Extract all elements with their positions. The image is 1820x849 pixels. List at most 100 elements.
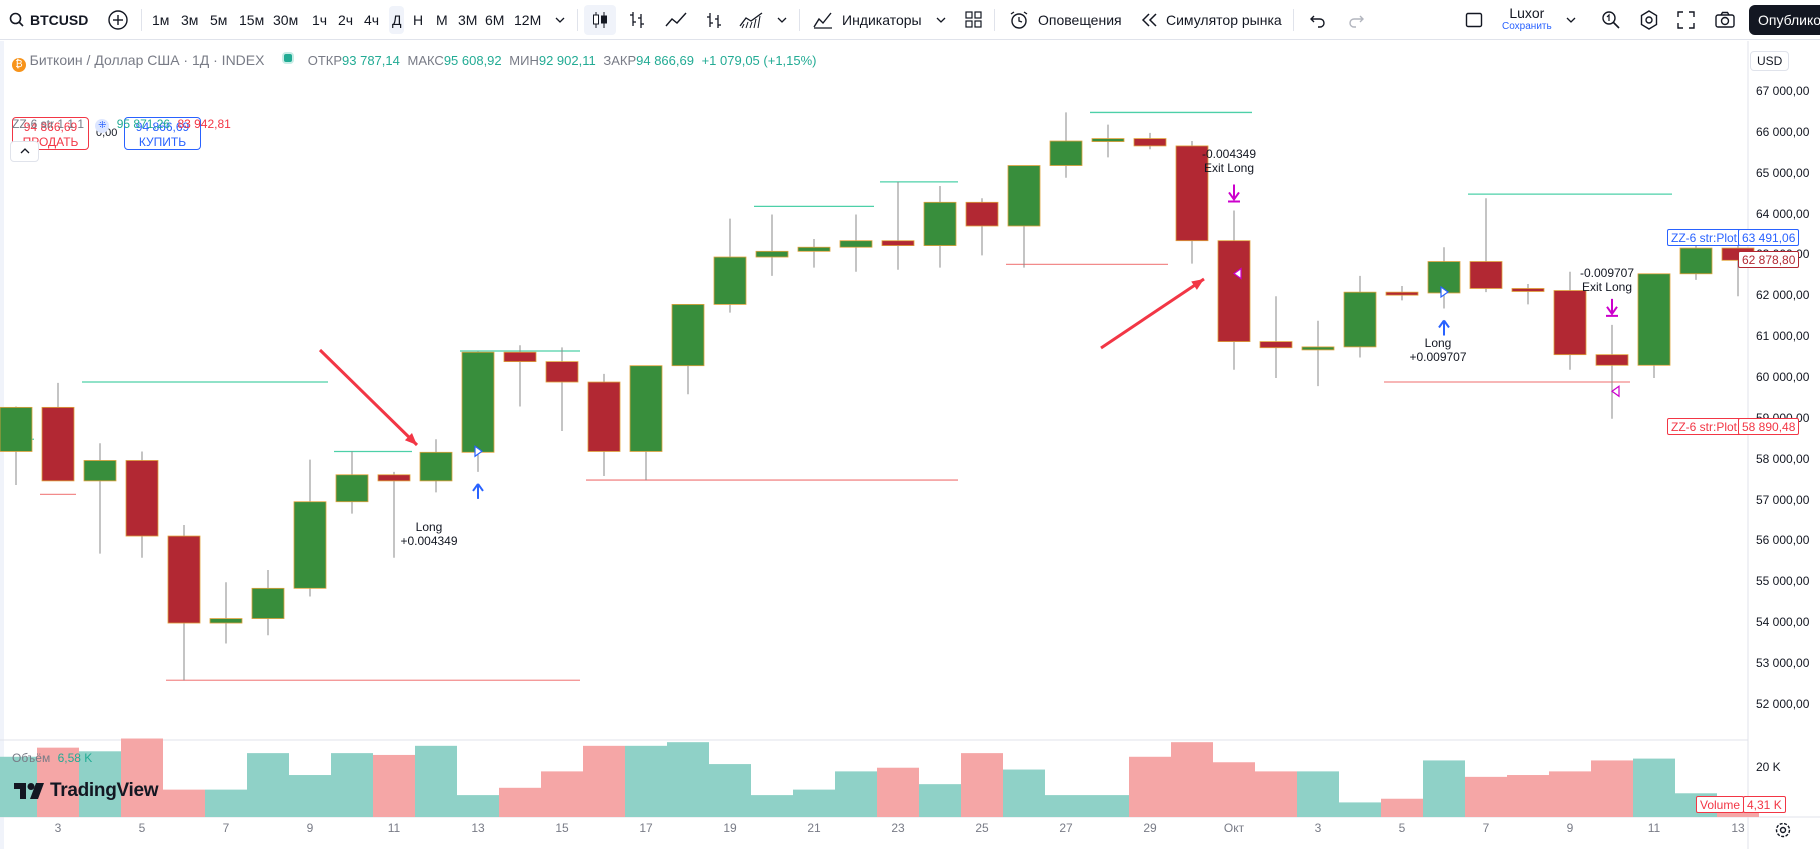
candle-body (1343, 291, 1377, 348)
price-axis-label: 52 000,00 (1756, 696, 1810, 711)
time-axis-label: 19 (723, 821, 737, 835)
candle-body (377, 474, 411, 482)
long-arrow-icon (1438, 319, 1450, 336)
long-arrow-icon (472, 483, 484, 499)
undo-button[interactable] (1308, 0, 1328, 40)
volume-bar (79, 751, 121, 817)
layout-save-label: Сохранить (1502, 21, 1552, 32)
interval-button[interactable]: 12М (514, 12, 542, 28)
indicator-data-icon[interactable]: ⁜ (95, 119, 110, 133)
publish-label: Опублико (1758, 12, 1820, 28)
long-signal-label-2: Long +0.009707 (1405, 336, 1471, 364)
layout-dropdown-button[interactable] (1566, 0, 1576, 40)
price-axis-label: 60 000,00 (1756, 369, 1810, 384)
fullscreen-toggle-button[interactable] (1464, 0, 1484, 40)
entry-marker-icon (474, 445, 484, 458)
interval-button[interactable]: Н (413, 12, 424, 28)
candle-body (1007, 165, 1041, 227)
price-axis-label: 58 000,00 (1756, 451, 1810, 466)
volume-axis-label: 20 K (1756, 760, 1781, 774)
layout-name: Luxor (1509, 5, 1545, 21)
drawn-arrow-head (404, 433, 417, 445)
interval-button[interactable]: 6М (485, 12, 505, 28)
chevron-down-icon (936, 17, 946, 23)
symbol-search-button[interactable]: BTCUSD (8, 0, 88, 40)
indicators-button[interactable]: Индикаторы (812, 0, 922, 40)
drawn-arrow-head (1191, 279, 1204, 290)
square-icon (1465, 12, 1483, 28)
interval-button[interactable]: 15м (239, 12, 265, 28)
redo-button[interactable] (1346, 0, 1366, 40)
alerts-button[interactable]: Оповещения (1008, 0, 1122, 40)
volume-bar (373, 754, 415, 817)
low-label: МИН (509, 53, 539, 68)
layout-name-button[interactable]: Luxor Сохранить (1502, 0, 1552, 40)
currency-selector[interactable]: USD (1750, 51, 1790, 71)
time-axis-label: 5 (138, 821, 146, 835)
zz-plot-low-value-tag: 58 890,48 (1738, 418, 1800, 435)
price-axis-label: 55 000,00 (1756, 574, 1810, 589)
buy-button[interactable]: 94 866,69 КУПИТЬ (124, 117, 201, 150)
interval-button[interactable]: 3м (181, 12, 199, 28)
volume-bar (1381, 798, 1423, 817)
area-chart-type-button[interactable] (738, 0, 764, 40)
publish-button[interactable]: Опублико (1749, 5, 1820, 35)
candle-body (713, 256, 747, 305)
price-axis-label: 54 000,00 (1756, 615, 1810, 630)
entry-marker-icon (1440, 285, 1450, 299)
indicators-dropdown-button[interactable] (936, 0, 946, 40)
interval-button[interactable]: 3М (458, 12, 478, 28)
interval-button[interactable]: 4ч (364, 12, 380, 28)
quick-search-button[interactable] (1600, 0, 1622, 40)
volume-bar (163, 789, 205, 817)
fullscreen-button[interactable] (1676, 0, 1696, 40)
open-label: ОТКР (307, 53, 343, 68)
settings-button[interactable] (1638, 0, 1660, 40)
interval-button[interactable]: Д (389, 6, 405, 34)
volume-legend[interactable]: Объём 6,58 K (12, 751, 92, 765)
replay-button[interactable]: Симулятор рынка (1140, 0, 1282, 40)
screenshot-button[interactable] (1714, 0, 1736, 40)
collapse-legend-button[interactable] (10, 141, 39, 162)
volume-bar (247, 753, 289, 817)
interval-button[interactable]: 5м (210, 12, 228, 28)
exit-signal-value-2: -0.009707 (1579, 266, 1635, 280)
tradingview-logo[interactable]: TradingView (14, 780, 159, 802)
bars-icon (630, 12, 644, 28)
candle-body (1511, 288, 1545, 292)
market-status-icon[interactable] (282, 52, 295, 64)
bars-chart-type-button[interactable] (627, 0, 647, 40)
interval-button[interactable]: 1ч (312, 12, 328, 28)
interval-button[interactable]: 30м (273, 12, 299, 28)
sell-price: 94 866,69 (23, 120, 78, 134)
chart-area[interactable]: ₿ Биткоин / Доллар США · 1Д · INDEX ОТКР… (0, 41, 1820, 849)
compare-button[interactable] (107, 0, 129, 40)
indicator-legend[interactable]: ZZ-6 str 1 1 1 ⁜ 95 871,26 83 942,81 (12, 117, 231, 133)
candles-chart-type-button[interactable] (584, 5, 616, 35)
chart-settings-button[interactable] (1774, 821, 1792, 844)
time-axis-label: 15 (555, 821, 569, 835)
undo-icon (1310, 15, 1325, 28)
intervals-dropdown-button[interactable] (555, 0, 565, 40)
zz-plot-high-name-tag: ZZ-6 str:Plot (1667, 229, 1742, 246)
layouts-button[interactable] (964, 0, 984, 40)
price-axis-label: 66 000,00 (1756, 124, 1810, 139)
chart-canvas[interactable] (0, 41, 1820, 849)
low-value: 92 902,11 (538, 53, 596, 68)
bar-chart-type-button[interactable] (705, 0, 725, 40)
indicators-label: Индикаторы (842, 12, 922, 28)
time-axis-label: 11 (1647, 821, 1661, 835)
interval-button[interactable]: М (436, 12, 448, 28)
volume-bar (667, 742, 709, 817)
drawn-arrow-line (318, 348, 419, 447)
candle-body (797, 246, 831, 252)
line-chart-type-button[interactable] (664, 0, 688, 40)
chart-type-dropdown-button[interactable] (777, 0, 787, 40)
gear-icon (1775, 822, 1791, 838)
drawn-arrow-line (1100, 277, 1205, 350)
interval-button[interactable]: 2ч (338, 12, 354, 28)
interval-button[interactable]: 1м (152, 12, 170, 28)
symbol-title[interactable]: Биткоин / Доллар США · 1Д · INDEX (29, 52, 265, 68)
volume-bar (541, 771, 583, 817)
candle-body (1259, 341, 1293, 349)
